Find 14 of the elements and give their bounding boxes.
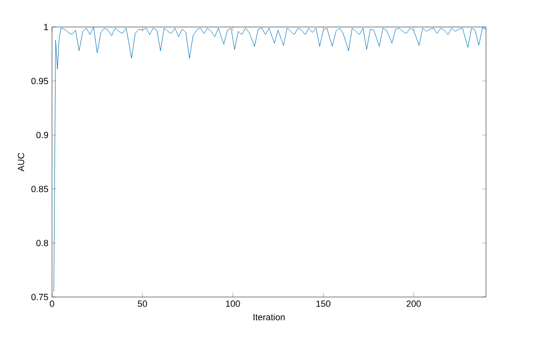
x-tick-label: 100 — [226, 300, 240, 307]
y-tick-label: 0.85 — [31, 186, 48, 192]
y-axis-title: AUC — [18, 152, 24, 172]
x-tick-label: 150 — [316, 300, 330, 307]
y-tick-label: 1 — [44, 24, 48, 30]
y-tick-label: 0.95 — [31, 78, 48, 84]
x-tick-label: 50 — [138, 300, 148, 307]
x-tick-label: 0 — [50, 300, 54, 307]
y-tick-label: 0.9 — [36, 132, 48, 138]
y-tick-label: 0.75 — [31, 294, 48, 300]
y-tick-label: 0.8 — [36, 240, 48, 246]
x-tick-label: 200 — [406, 300, 421, 307]
x-axis-title: Iteration — [254, 314, 285, 320]
line-series — [54, 26, 486, 292]
